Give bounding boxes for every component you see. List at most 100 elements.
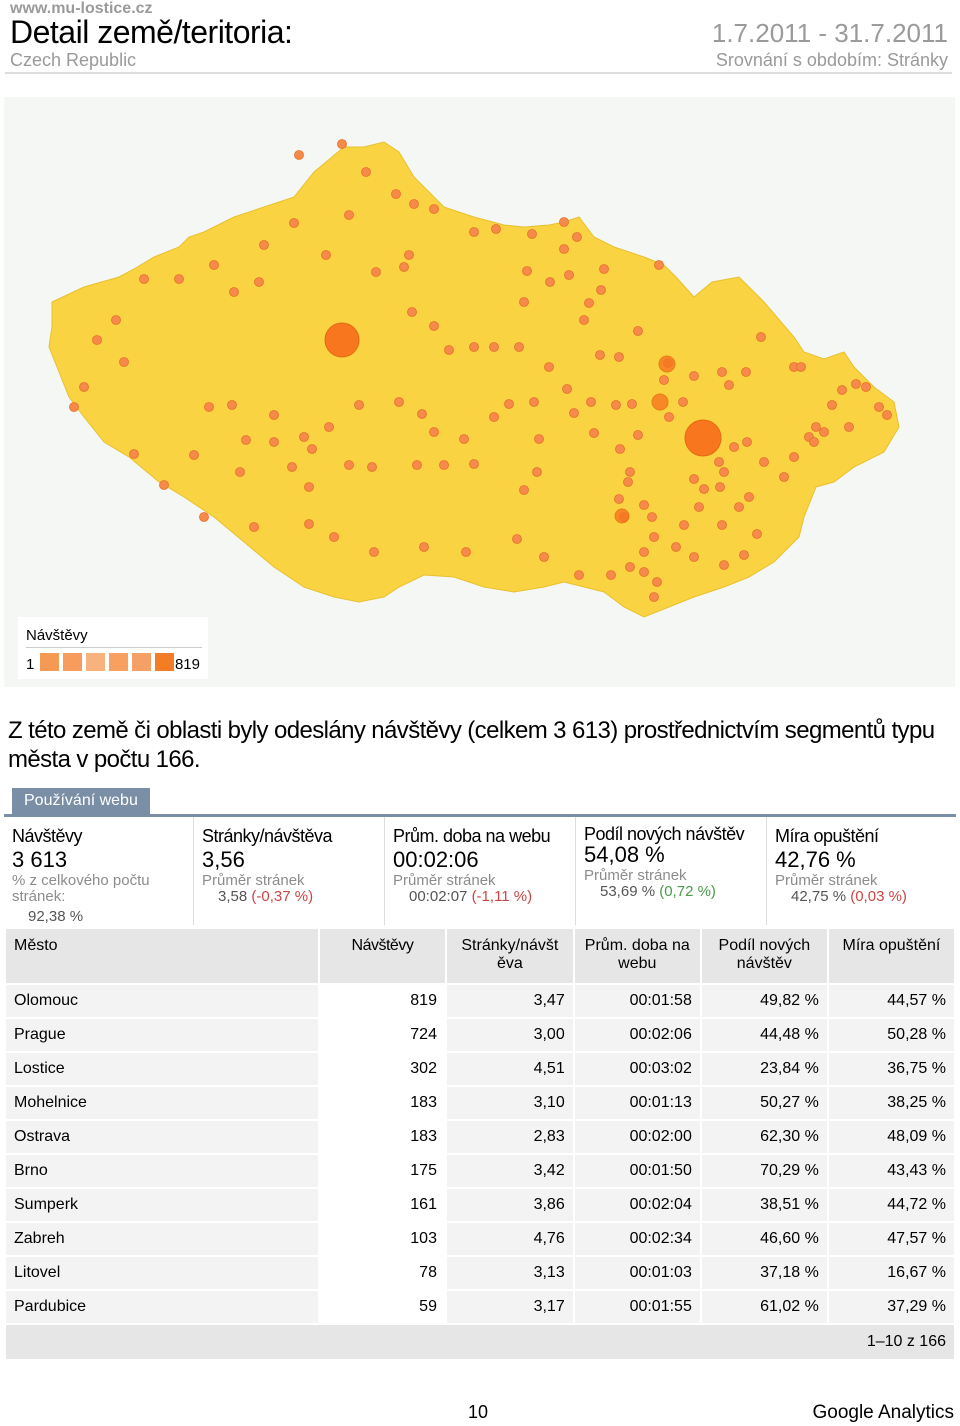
map-svg [48,139,900,618]
col-bounce-rate[interactable]: Míra opuštění [826,927,957,985]
map-dot [596,285,606,295]
legend-min: 1 [26,656,35,673]
legend-swatch [132,653,151,671]
cell-city[interactable]: Brno [4,1153,320,1189]
cell-pages-per-visit: 3,86 [444,1187,575,1223]
map-dot [717,367,727,377]
map-dot [519,485,529,495]
cell-pages-per-visit: 3,17 [444,1289,575,1325]
cell-bounce-rate: 16,67 % [826,1255,957,1291]
table-row: Mohelnice 183 3,10 00:01:13 50,27 % 38,25 % [4,1085,957,1121]
map-dot [837,385,847,395]
col-new-visits[interactable]: Podíl nových návštěv [699,927,829,985]
map-dot [412,460,422,470]
cell-visits: 175 [317,1153,447,1189]
map-dot [714,457,724,467]
col-city[interactable]: Město [4,927,320,985]
map-dot [809,437,819,447]
table-row: Sumperk 161 3,86 00:02:04 38,51 % 44,72 % [4,1187,957,1223]
cell-visits: 724 [317,1017,447,1053]
cell-visits: 161 [317,1187,447,1223]
cell-visits: 819 [317,983,447,1019]
metric-ref-value: 42,75 % [791,888,847,905]
map-dot [739,550,749,560]
cell-city[interactable]: Mohelnice [4,1085,320,1121]
cell-city[interactable]: Litovel [4,1255,320,1291]
cell-city[interactable]: Ostrava [4,1119,320,1155]
cell-city[interactable]: Pardubice [4,1289,320,1325]
map-dot [289,218,299,228]
map-dot [209,260,219,270]
table-row: Ostrava 183 2,83 00:02:00 62,30 % 48,09 % [4,1119,957,1155]
table-row: Olomouc 819 3,47 00:01:58 49,82 % 44,57 % [4,983,957,1019]
cell-city[interactable]: Olomouc [4,983,320,1019]
map-dot [391,189,401,199]
cell-city[interactable]: Lostice [4,1051,320,1087]
tab-site-usage[interactable]: Používání webu [12,788,150,814]
brand-name: Google Analytics [812,1402,954,1423]
map-dot [92,335,102,345]
cell-city[interactable]: Prague [4,1017,320,1053]
col-pages-per-visit[interactable]: Stránky/návšt ěva [444,927,575,985]
map-dot [861,382,871,392]
map-dot [614,352,624,362]
cell-pages-per-visit: 4,51 [444,1051,575,1087]
map-dot [367,462,377,472]
metric-pages-per-visit: Stránky/návštěva 3,56 Průměr stránek 3,5… [194,817,385,925]
map-dot [689,371,699,381]
legend-swatch [109,653,128,671]
map-dot [229,287,239,297]
map-dot [649,592,659,602]
map-dot [394,397,404,407]
cell-city[interactable]: Zabreh [4,1221,320,1257]
page-title: Detail země/teritoria: [10,14,293,50]
map-dot [522,266,532,276]
map-dot [304,519,314,529]
metric-subtitle: Průměr stránek [584,867,687,884]
cell-pages-per-visit: 3,13 [444,1255,575,1291]
summary-text: Z této země či oblasti byly odeslány náv… [8,717,935,773]
map-dot [752,529,762,539]
metric-delta: (0,72 %) [659,883,716,900]
metric-value: 3 613 [12,847,68,872]
map-dot-large [614,508,630,524]
cell-city[interactable]: Sumperk [4,1187,320,1223]
map-dot-large [324,322,360,358]
metric-ref-value: 53,69 % [600,883,656,900]
map-dot [569,408,579,418]
map-dot [559,244,569,254]
map-dot [664,412,674,422]
cell-new-visits: 49,82 % [699,983,829,1019]
col-avg-time[interactable]: Prům. doba na webu [572,927,702,985]
cell-avg-time: 00:01:03 [572,1255,702,1291]
cell-bounce-rate: 38,25 % [826,1085,957,1121]
header-divider [5,72,952,74]
cell-visits: 183 [317,1119,447,1155]
map-dot [679,520,689,530]
map-dot [811,422,821,432]
metric-name: Stránky/návštěva [202,826,333,846]
map-dot [625,562,635,572]
map-dot [719,560,729,570]
map-dot [532,467,542,477]
map-dot [204,402,214,412]
table-row: Pardubice 59 3,17 00:01:55 61,02 % 37,29 % [4,1289,957,1325]
map-dot [627,399,637,409]
map-dot [299,432,309,442]
map-dot [724,380,734,390]
legend-title: Návštěvy [26,627,88,644]
map-dot [254,277,264,287]
metric-value: 54,08 % [584,842,665,867]
cell-pages-per-visit: 3,47 [444,983,575,1019]
cell-visits: 103 [317,1221,447,1257]
col-visits[interactable]: Návštěvy [317,927,447,985]
map-dot [633,326,643,336]
map-dot [504,399,514,409]
map-dot [294,150,304,160]
map-dot [489,342,499,352]
cell-new-visits: 50,27 % [699,1085,829,1121]
map-dot [742,437,752,447]
map-dot [129,449,139,459]
cell-new-visits: 37,18 % [699,1255,829,1291]
country-name: Czech Republic [10,50,137,70]
